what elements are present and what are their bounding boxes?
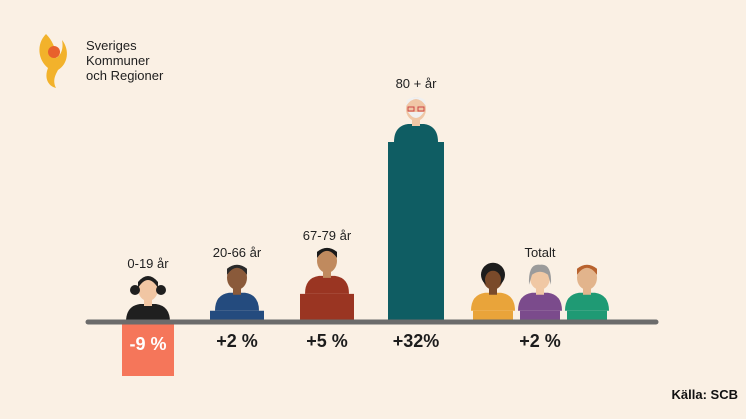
person-hair [528, 264, 552, 285]
category-label: 67-79 år [303, 228, 352, 243]
flame-icon [39, 34, 67, 88]
bar [210, 310, 264, 322]
value-label: -9 % [129, 334, 166, 354]
logo-line-3: och Regioner [86, 68, 164, 83]
person-figure [518, 264, 562, 311]
person-body [471, 292, 515, 311]
person-body [305, 275, 349, 294]
value-label: +32% [393, 331, 440, 351]
person-body [565, 292, 609, 311]
person-neck [583, 286, 591, 295]
bar [122, 322, 174, 376]
person-hair [317, 247, 337, 258]
person-neck [323, 269, 331, 278]
person-figure [394, 97, 438, 142]
person-neck [412, 118, 420, 126]
bar-group [388, 97, 444, 322]
bar [473, 310, 513, 322]
person-body [215, 292, 259, 311]
person-head [138, 277, 158, 301]
person-figure [215, 264, 259, 311]
skr-logo [39, 34, 67, 88]
category-label: 20-66 år [213, 245, 262, 260]
person-hair [227, 264, 247, 275]
bar-group [300, 247, 354, 322]
person-body [394, 124, 438, 142]
bar [388, 142, 444, 322]
person-hair [138, 276, 158, 288]
source-label: Källa: SCB [671, 387, 738, 402]
category-label: Totalt [524, 245, 555, 260]
person-head [577, 265, 597, 290]
person-body [518, 292, 562, 311]
glasses-icon [417, 106, 425, 112]
bar-group [122, 276, 174, 376]
category-label: 80 + år [396, 76, 438, 91]
logo-line-1: Sveriges [86, 38, 137, 53]
category-label: 0-19 år [127, 256, 169, 271]
person-head [227, 265, 247, 290]
person-neck [536, 286, 544, 295]
person-beard [408, 112, 424, 118]
person-pigtail [130, 285, 140, 295]
person-figure [126, 276, 170, 322]
person-neck [489, 286, 497, 295]
bar [567, 310, 607, 322]
bar [300, 293, 354, 322]
bar-group [471, 262, 609, 322]
person-figure [471, 262, 515, 311]
person-figure [305, 247, 349, 294]
value-label: +5 % [306, 331, 348, 351]
logo-line-2: Kommuner [86, 53, 150, 68]
value-label: +2 % [519, 331, 561, 351]
logo-text: Sveriges Kommuner och Regioner [86, 38, 163, 83]
person-hair [406, 97, 426, 106]
person-body [126, 304, 170, 322]
bar [520, 310, 560, 322]
person-head [317, 248, 337, 273]
person-neck [144, 298, 152, 306]
person-pigtail [156, 285, 166, 295]
person-hair [577, 264, 597, 275]
bar-group [210, 264, 264, 322]
glasses-icon [407, 106, 415, 112]
person-face [485, 270, 501, 289]
person-figure [565, 264, 609, 311]
person-neck [233, 286, 241, 295]
value-label: +2 % [216, 331, 258, 351]
